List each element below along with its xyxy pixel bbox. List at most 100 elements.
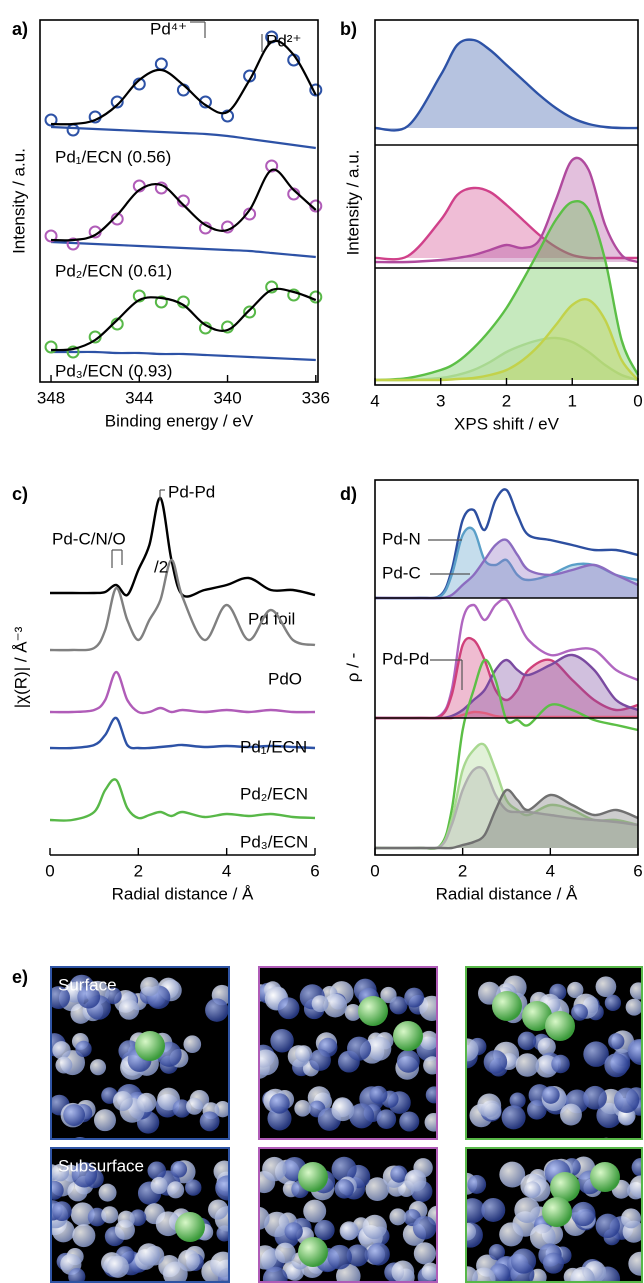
atom — [185, 1179, 202, 1196]
atom — [413, 1242, 436, 1265]
area-fill — [375, 187, 638, 260]
atom — [55, 1056, 73, 1074]
sample-label: Pd₃/ECN (0.93) — [55, 361, 172, 380]
atom — [515, 1053, 540, 1077]
image-border — [50, 966, 230, 1140]
atom — [98, 1183, 117, 1202]
atom — [210, 1251, 230, 1278]
atom — [274, 1242, 296, 1264]
area-fill — [375, 201, 638, 380]
x-tick-label: 4 — [370, 391, 379, 410]
atom — [347, 1036, 372, 1061]
series-line — [375, 538, 639, 600]
panel-label: e) — [12, 967, 28, 987]
atom — [339, 1221, 359, 1241]
series-line — [374, 199, 640, 382]
atom — [136, 1092, 157, 1113]
series-line — [49, 670, 316, 715]
atom — [404, 987, 425, 1008]
atom — [262, 1156, 287, 1182]
series-label: Pd₂/ECN — [240, 784, 308, 803]
atom — [465, 1038, 479, 1062]
x-tick-label: 340 — [213, 388, 241, 407]
atom — [510, 1248, 537, 1274]
atom — [412, 1216, 437, 1240]
series-line — [374, 765, 639, 850]
atom — [396, 1049, 420, 1073]
x-tick-label: 2 — [502, 391, 511, 410]
x-axis-label: Radial distance / Å — [436, 884, 578, 903]
data-point — [66, 123, 80, 137]
x-tick-label: 1 — [568, 391, 577, 410]
series-line — [50, 240, 316, 259]
atom — [629, 982, 643, 1000]
atom — [529, 1224, 556, 1250]
image-border — [465, 1147, 643, 1283]
data-point — [221, 109, 235, 123]
atom — [294, 1099, 311, 1117]
atom — [608, 1033, 625, 1050]
atom — [52, 1201, 72, 1221]
atom — [367, 1036, 392, 1061]
plot-frame — [39, 19, 319, 383]
image-tile — [258, 1147, 438, 1283]
data-point — [265, 280, 279, 294]
y-axis-label: |χ(R)| / Å⁻³ — [11, 626, 30, 708]
x-tick-label: 3 — [436, 391, 445, 410]
atom — [629, 1175, 643, 1199]
series-line — [51, 168, 317, 242]
atom — [349, 1103, 375, 1129]
atom — [465, 1222, 477, 1241]
atom — [389, 1208, 407, 1226]
atom — [295, 1045, 313, 1063]
atom — [424, 1112, 438, 1132]
atom — [183, 1035, 202, 1054]
x-tick-label: 0 — [45, 861, 54, 880]
data-point — [44, 229, 58, 243]
x-tick-label: 0 — [370, 861, 379, 880]
pd-atom — [550, 1172, 580, 1202]
atom — [331, 1098, 355, 1122]
atom — [262, 1266, 288, 1283]
atom — [362, 1214, 387, 1240]
atom — [51, 1163, 70, 1182]
atom — [167, 1181, 185, 1199]
series-line — [50, 287, 317, 352]
annotation: /2 — [154, 557, 168, 576]
area-fill — [375, 743, 638, 849]
series-line — [374, 297, 639, 382]
x-tick-label: 2 — [134, 861, 143, 880]
atom — [567, 981, 584, 999]
data-point — [154, 295, 168, 309]
atom — [628, 1039, 643, 1066]
atom — [425, 1086, 438, 1104]
y-axis-label: ρ / - — [343, 653, 362, 683]
atom — [186, 1097, 203, 1115]
atom — [334, 1179, 354, 1199]
image-border — [258, 966, 438, 1140]
area-fill — [375, 789, 638, 849]
atom — [399, 1111, 420, 1132]
panel-label: a) — [12, 19, 28, 39]
atom — [419, 995, 438, 1022]
atom — [628, 1251, 643, 1276]
atom — [137, 1243, 160, 1266]
atom — [309, 1049, 331, 1071]
atom — [215, 1175, 230, 1201]
atom — [112, 1091, 133, 1111]
atom — [604, 1053, 629, 1078]
atom — [527, 1099, 547, 1120]
atom — [369, 1085, 388, 1104]
atom — [570, 1266, 595, 1283]
atom — [77, 985, 101, 1009]
x-tick-label: 344 — [125, 388, 153, 407]
atom — [284, 1222, 303, 1241]
atom — [488, 1244, 505, 1261]
row-label: Surface — [58, 975, 117, 994]
atom — [465, 1266, 478, 1283]
atom — [499, 1161, 526, 1188]
atom — [89, 1059, 107, 1076]
atom — [517, 1031, 537, 1051]
atom — [501, 1105, 526, 1130]
